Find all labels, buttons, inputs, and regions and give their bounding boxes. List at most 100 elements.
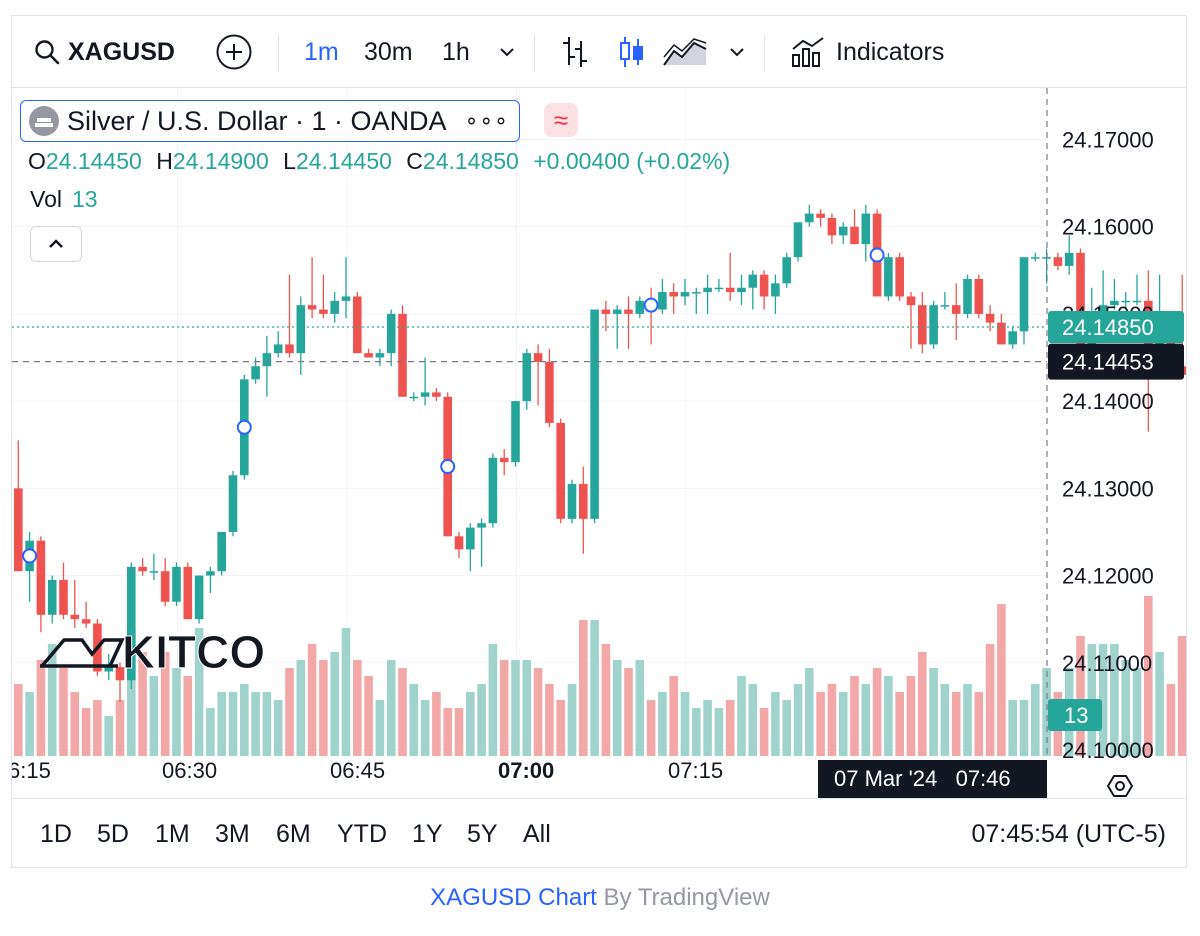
more-options-icon[interactable]: ∘∘∘ [464,108,509,133]
volume-bar [906,676,916,756]
indicators-icon [792,37,824,67]
volume-bar [1177,636,1186,756]
event-marker [869,247,885,263]
volume-bar [579,620,588,756]
volume-bar [488,644,498,756]
volume-bar [805,668,814,756]
volume-bar [1132,668,1142,756]
attribution-link[interactable]: XAGUSD Chart [430,884,597,911]
volume-bar [1110,644,1119,756]
candle-body [228,475,238,532]
volume-bar [409,684,419,756]
volume-bar [273,700,283,756]
candle-body [59,579,68,615]
range-1y[interactable]: 1Y [412,820,443,848]
range-ytd[interactable]: YTD [337,820,387,848]
chart-style-dropdown[interactable] [728,16,746,88]
range-1d[interactable]: 1D [40,820,72,848]
candle-body [398,313,407,397]
indicators-button[interactable]: Indicators [790,16,944,88]
candle-body [172,566,181,602]
candle-body [590,309,599,519]
volume-bar [398,668,407,756]
bar-style-button[interactable] [560,16,590,88]
price-tick-label: 24.12000 [1062,564,1154,589]
volume-bar [1098,644,1108,756]
price-chart[interactable]: KITCO 24.1700024.1600024.1500024.1400024… [12,88,1186,798]
range-bar: 1D 5D 1M 3M 6M YTD 1Y 5Y All 07:45:54 (U… [12,798,1186,869]
low-value: 24.14450 [295,148,392,174]
candle-body [940,305,950,307]
candle-body [319,309,328,314]
interval-1h[interactable]: 1h [442,37,470,66]
crosshair-price-label: 24.14453 [1062,350,1154,375]
volume-bar [25,692,34,756]
ohlc-values: O24.14450 H24.14900 L24.14450 C24.14850 … [28,148,730,175]
crosshair-time-label: 07 Mar '24 07:46 [834,766,1011,791]
candle-body [895,257,904,297]
price-tick-label: 24.13000 [1062,476,1154,501]
volume-bar [285,668,294,756]
candle-body [81,619,91,624]
volume-bar [93,700,102,756]
time-tick-label: 06:30 [162,758,217,783]
area-style-button[interactable] [662,16,708,88]
range-5d[interactable]: 5D [97,820,129,848]
volume-bar [963,684,972,756]
candle-body [262,353,272,367]
chevron-down-icon [730,48,744,57]
range-5y[interactable]: 5Y [467,820,498,848]
time-axis[interactable]: 6:15 06:30 06:45 07:00 07:15 07 Mar '24 07:46 [12,758,1134,798]
candle-body [1064,252,1074,266]
volume-bar [545,684,554,756]
candle-body [997,322,1006,345]
range-1m[interactable]: 1M [155,820,190,848]
silver-symbol-icon [29,106,59,136]
volume-bar [703,700,712,756]
toolbar-divider [534,34,535,72]
volume-bar [251,692,260,756]
volume-bar [872,668,882,756]
change-value: +0.00400 (+0.02%) [533,148,731,174]
chart-settings-icon[interactable] [1106,775,1134,797]
indicators-label: Indicators [836,37,945,66]
collapse-legend-button[interactable] [30,226,82,262]
candle-body [375,353,385,358]
interval-dropdown[interactable] [498,16,516,88]
interval-1m[interactable]: 1m [304,37,339,66]
price-axis[interactable]: 24.1700024.1600024.1500024.1400024.13000… [1048,127,1184,763]
candle-body [635,300,645,314]
volume-bar [14,684,23,756]
series-legend[interactable]: Silver / U.S. Dollar · 1 · OANDA ∘∘∘ [20,100,520,142]
candle-body [737,287,746,293]
candle-body [567,483,577,519]
range-all[interactable]: All [523,820,551,848]
volume-bar [782,700,791,756]
candle-body [477,523,486,528]
volume-bar [319,660,328,756]
candle-body [251,366,260,380]
range-6m[interactable]: 6M [276,820,311,848]
volume-bar [499,660,509,756]
range-3m[interactable]: 3M [215,820,250,848]
volume-bar [432,692,441,756]
candle-body [296,305,306,354]
attribution: XAGUSD Chart By TradingView [0,884,1200,912]
candle-body [533,353,543,362]
volume-bar [725,700,735,756]
interval-30m[interactable]: 30m [364,37,413,66]
timezone-clock[interactable]: 07:45:54 (UTC-5) [971,820,1166,848]
chart-pane[interactable]: KITCO 24.1700024.1600024.1500024.1400024… [12,88,1186,798]
volume-bar [612,660,622,756]
volume-bar [556,700,565,756]
candle-body [206,571,215,576]
symbol-search[interactable]: XAGUSD [34,16,175,88]
compare-button[interactable] [215,16,253,88]
volume-bar [680,692,690,756]
candles-style-button[interactable] [616,16,646,88]
volume-bar [36,660,46,756]
wave-icon[interactable]: ≈ [544,103,578,137]
candle-body [771,283,780,297]
candle-body [838,226,848,236]
volume-bar [1042,668,1051,756]
